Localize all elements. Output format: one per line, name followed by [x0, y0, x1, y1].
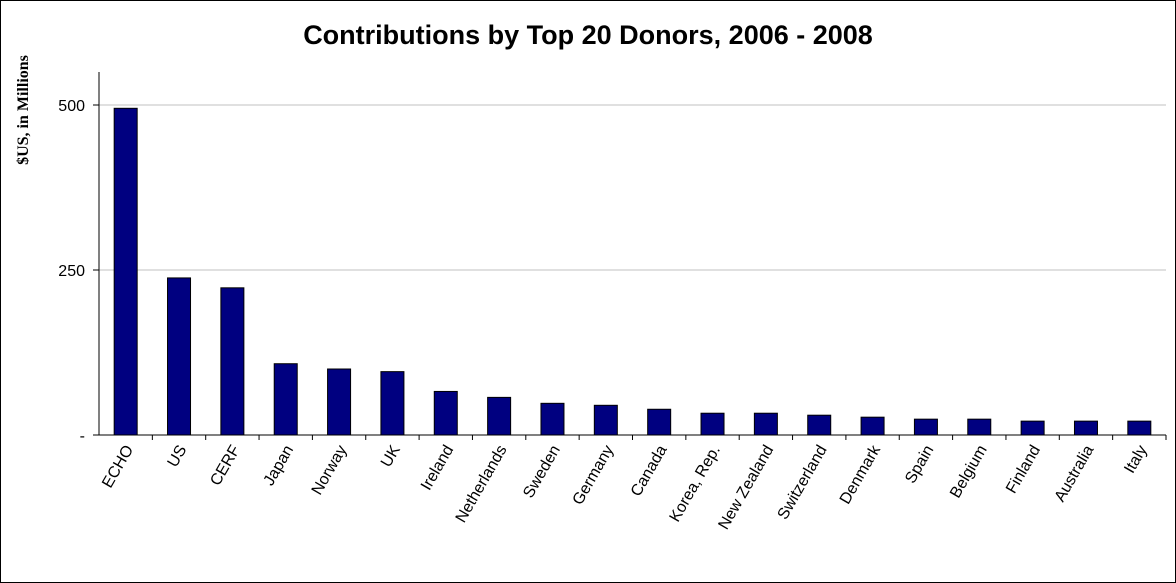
bar-norway	[327, 368, 352, 436]
x-category-label: Norway	[309, 443, 351, 498]
bar-echo	[113, 107, 138, 436]
bar-japan	[273, 363, 298, 436]
chart-title: Contributions by Top 20 Donors, 2006 - 2…	[303, 20, 873, 50]
bar-finland	[1020, 420, 1045, 436]
x-category-label: Canada	[628, 442, 671, 499]
x-category-label: New Zealand	[715, 443, 777, 533]
bar-switzerland	[807, 414, 832, 436]
bars	[113, 107, 1152, 436]
bar-new-zealand	[753, 412, 778, 436]
bar-canada	[647, 408, 672, 436]
x-category-label: ECHO	[99, 443, 137, 492]
x-category-label: Australia	[1052, 442, 1098, 504]
bar-sweden	[540, 402, 565, 436]
bar-italy	[1127, 420, 1152, 436]
axes	[93, 72, 1167, 440]
y-tick-label: -	[80, 428, 85, 445]
x-category-label: Italy	[1121, 443, 1150, 477]
bar-uk	[380, 371, 405, 436]
bar-belgium	[967, 418, 992, 436]
bar-germany	[593, 404, 618, 436]
bar-us	[167, 277, 192, 436]
bar-denmark	[860, 416, 885, 436]
x-category-label: Japan	[261, 443, 298, 489]
x-category-label: UK	[378, 442, 404, 470]
bar-australia	[1073, 420, 1098, 436]
bar-spain	[913, 418, 938, 436]
x-category-label: Ireland	[418, 443, 457, 494]
y-tick-label: 250	[58, 263, 85, 280]
x-category-label: Sweden	[520, 443, 564, 502]
x-category-label: Denmark	[837, 442, 885, 508]
bar-ireland	[433, 390, 458, 436]
x-category-label: Germany	[570, 443, 618, 508]
x-category-label: CERF	[207, 442, 244, 488]
x-category-label: Korea, Rep.	[667, 443, 724, 525]
x-category-label: Belgium	[947, 443, 991, 502]
x-category-label: Switzerland	[775, 443, 831, 523]
bar-cerf	[220, 287, 245, 436]
x-category-label: Netherlands	[453, 443, 511, 526]
y-tick-label: 500	[58, 98, 85, 115]
gridlines	[99, 104, 1166, 271]
x-category-label: Spain	[902, 443, 937, 487]
x-category-label: US	[165, 443, 191, 471]
bar-netherlands	[487, 396, 512, 436]
bar-korea-rep	[700, 412, 725, 436]
x-category-label: Finland	[1003, 443, 1044, 497]
